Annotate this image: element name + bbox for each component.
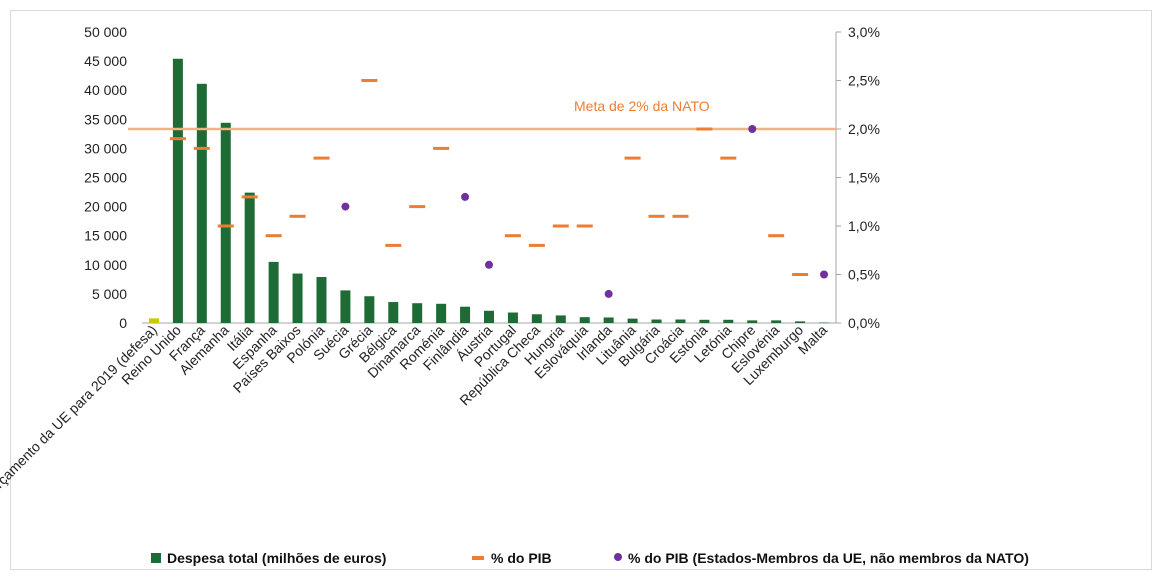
gdp-dash-1 [169, 137, 186, 141]
y-left-tick-label: 30 000 [84, 140, 127, 156]
gdp-dash-3 [217, 224, 234, 228]
gdp-dot-25 [748, 125, 757, 133]
bar-8 [340, 290, 351, 323]
y-left-tick-label: 10 000 [84, 257, 127, 273]
y-left-tick-label: 25 000 [84, 170, 127, 186]
axes-layer: 0 5 000 10 000 15 000 20 000 25 000 30 000 35 0… [84, 24, 880, 331]
gdp-dash-7 [313, 156, 330, 160]
y-right-tick-label: 1,0% [848, 218, 880, 234]
bar-28 [819, 322, 830, 324]
y-left-tick-label: 40 000 [84, 82, 127, 98]
bar-24 [723, 319, 734, 323]
gdp-dash-17 [552, 224, 569, 228]
legend-dash-label: % do PIB [491, 550, 552, 566]
gdp-dash-4 [241, 195, 258, 199]
y-left-tick-label: 45 000 [84, 53, 127, 69]
markers-layer [169, 79, 829, 298]
y-left-tick-label: 20 000 [84, 199, 127, 215]
bar-6 [292, 273, 303, 323]
gdp-dot-8 [341, 202, 350, 211]
gdp-dash-6 [289, 214, 306, 218]
bar-26 [771, 320, 782, 323]
bar-20 [627, 318, 638, 323]
bar-1 [172, 58, 183, 323]
y-right-tick-label: 0,0% [848, 315, 880, 331]
legend-bar-label: Despesa total (milhões de euros) [167, 550, 386, 566]
legend-bar-swatch [151, 553, 161, 563]
bar-9 [364, 296, 375, 323]
bar-0 [148, 318, 159, 323]
reference-line-layer: Meta de 2% da NATO [128, 98, 836, 131]
nato-target-label: Meta de 2% da NATO [574, 98, 710, 114]
y-left-tick-label: 35 000 [84, 111, 127, 127]
gdp-dash-26 [768, 234, 785, 238]
gdp-dot-14 [485, 260, 493, 269]
chart-frame [10, 10, 1152, 570]
y-right-tick-label: 1,5% [848, 170, 880, 186]
bar-23 [699, 319, 710, 323]
category-label-0: Orçamento da UE para 2019 (defesa) [0, 322, 160, 499]
bar-13 [460, 306, 471, 323]
legend-dash-swatch [472, 556, 484, 560]
legend-dot-label: % do PIB (Estados-Membros da UE, não mem… [628, 550, 1029, 566]
gdp-dash-9 [361, 79, 378, 82]
y-left-tick-label: 50 000 [84, 24, 127, 40]
gdp-dash-18 [576, 224, 593, 228]
y-right-tick-label: 3,0% [848, 24, 880, 40]
bar-18 [579, 317, 590, 323]
y-left-tick-label: 15 000 [84, 228, 127, 244]
gdp-dash-11 [409, 205, 426, 209]
bar-11 [412, 303, 423, 323]
gdp-dash-22 [672, 214, 689, 218]
y-right-tick-label: 2,0% [848, 121, 880, 137]
bar-14 [484, 310, 494, 323]
gdp-dash-27 [792, 273, 809, 276]
bar-22 [675, 319, 686, 323]
gdp-dash-23 [696, 127, 713, 131]
gdp-dash-21 [648, 214, 665, 218]
gdp-dot-19 [604, 289, 613, 298]
y-left-tick-label: 5 000 [92, 286, 127, 302]
bar-3 [220, 122, 231, 324]
category-labels-layer: Orçamento da UE para 2019 (defesa)Reino … [0, 322, 830, 499]
bar-10 [388, 302, 399, 323]
bar-17 [555, 315, 566, 323]
gdp-dash-12 [433, 146, 450, 150]
bar-15 [507, 312, 518, 323]
bar-12 [436, 303, 447, 323]
gdp-dash-10 [385, 243, 402, 247]
legend-dot-swatch [614, 553, 622, 561]
legend: Despesa total (milhões de euros) % do PI… [151, 550, 1029, 566]
y-right-tick-label: 0,5% [848, 267, 880, 283]
gdp-dash-24 [720, 156, 737, 160]
gdp-dash-16 [528, 243, 545, 247]
y-left-tick-label: 0 [119, 315, 127, 331]
bar-21 [651, 319, 662, 323]
bar-25 [747, 320, 758, 323]
gdp-dash-15 [504, 234, 521, 238]
gdp-dot-13 [461, 192, 470, 201]
gdp-dash-2 [193, 146, 210, 150]
gdp-dot-28 [820, 270, 829, 279]
bars-layer [148, 58, 830, 324]
bar-2 [196, 83, 207, 323]
gdp-dash-5 [265, 234, 282, 238]
bar-5 [268, 261, 279, 323]
bar-16 [531, 314, 542, 323]
bar-19 [603, 317, 614, 323]
gdp-dash-20 [624, 156, 641, 160]
y-right-tick-label: 2,5% [848, 73, 880, 89]
bar-7 [316, 277, 327, 323]
bar-27 [795, 321, 806, 323]
bar-4 [244, 192, 255, 323]
